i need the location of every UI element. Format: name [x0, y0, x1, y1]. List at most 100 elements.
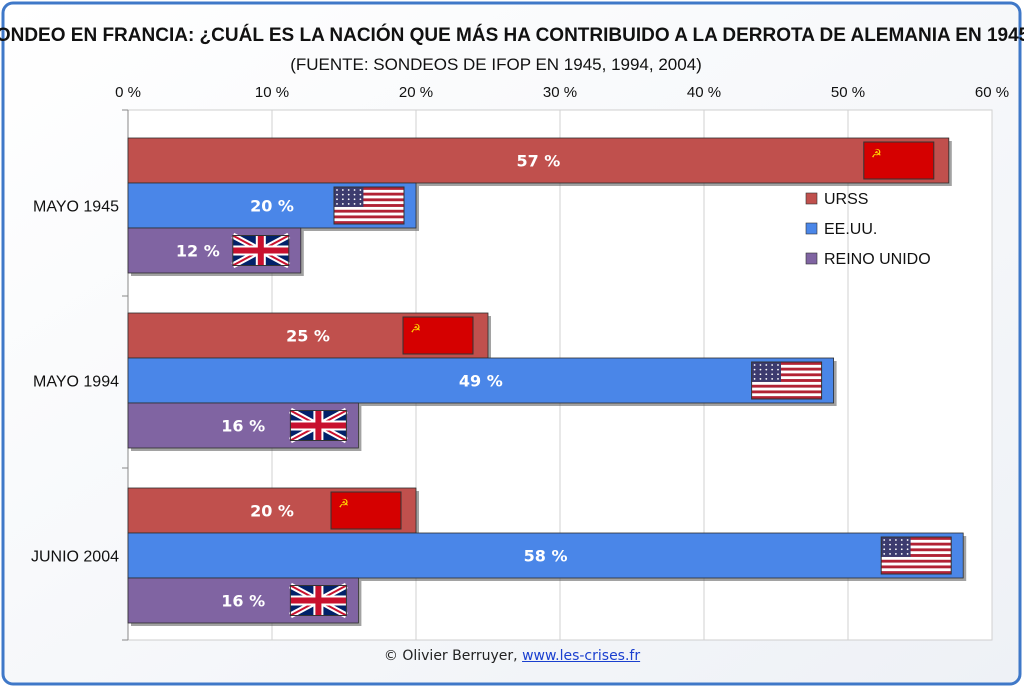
usa-flag-border — [880, 536, 952, 575]
usa-flag-stripe — [334, 206, 404, 211]
usa-flag-stripe — [881, 548, 952, 552]
uk-flag-icon — [231, 232, 291, 269]
usa-flag-star — [777, 373, 779, 376]
usa-flag-star — [889, 539, 891, 541]
data-label: 49 % — [459, 372, 503, 391]
usa-flag-stripe — [334, 201, 404, 205]
usa-flag-star — [753, 364, 756, 366]
usa-flag-star — [900, 553, 903, 555]
usa-flag-star — [771, 364, 774, 366]
usa-flag-star — [347, 198, 350, 201]
usa-flag-star — [341, 193, 344, 196]
usa-flag-stripe — [751, 384, 822, 388]
usa-flag-stripe — [751, 393, 822, 397]
hammer-sickle-icon: ☭ — [338, 497, 349, 511]
usa-flag-star — [895, 539, 897, 541]
usa-flag-stripe — [751, 379, 822, 383]
data-label: 25 % — [286, 327, 330, 346]
usa-flag-star — [336, 203, 338, 205]
usa-flag-star — [765, 378, 768, 380]
usa-flag-border — [333, 186, 405, 225]
usa-flag-star — [883, 543, 886, 546]
usa-flag-star — [753, 373, 756, 376]
usa-flag-star — [900, 548, 903, 551]
usa-flag-stripe — [881, 539, 952, 543]
usa-flag-stripe — [751, 373, 822, 377]
usa-flag-star — [895, 543, 897, 546]
ussr-flag-field — [402, 316, 474, 355]
legend-label: EE.UU. — [824, 221, 877, 238]
usa-flag-stripe — [751, 364, 822, 368]
usa-flag-star — [883, 539, 886, 541]
usa-flag-stripe — [881, 556, 952, 561]
bar-ee-uu- — [127, 357, 834, 404]
usa-flag-star — [353, 189, 356, 191]
usa-flag-star — [906, 543, 909, 546]
ussr-flag-field — [863, 141, 935, 180]
category-label: JUNIO 2004 — [31, 549, 119, 566]
bar-ee-uu- — [127, 532, 964, 579]
ussr-flag-field — [330, 491, 402, 530]
usa-flag-star — [889, 548, 891, 551]
usa-flag-stripe — [751, 390, 822, 394]
category-label: MAYO 1994 — [33, 374, 119, 391]
usa-flag-canton — [751, 362, 781, 382]
legend-label: URSS — [824, 191, 868, 208]
usa-flag-stripe — [881, 568, 952, 572]
usa-flag-star — [889, 553, 891, 555]
usa-flag-stripe — [334, 189, 404, 193]
usa-flag-star — [771, 373, 774, 376]
uk-flag-icon — [288, 582, 348, 619]
usa-flag-canton — [881, 537, 911, 557]
usa-flag-stripe — [334, 215, 404, 219]
usa-flag-border — [751, 361, 823, 400]
x-tick-label: 0 % — [115, 84, 141, 101]
usa-flag-star — [353, 198, 356, 201]
chart-subtitle: (FUENTE: SONDEOS DE IFOP EN 1945, 1994, … — [290, 55, 702, 74]
usa-flag-stripe — [881, 571, 952, 575]
x-tick-label: 30 % — [543, 84, 577, 101]
usa-flag-star — [336, 193, 338, 196]
usa-flag-star — [353, 193, 356, 196]
data-label: 12 % — [176, 242, 220, 261]
hammer-sickle-icon: ☭ — [871, 147, 882, 161]
usa-flag-stripe — [334, 221, 404, 225]
usa-flag-icon — [751, 361, 823, 400]
usa-flag-stripe — [751, 381, 822, 386]
usa-flag-stripe — [751, 362, 822, 366]
usa-flag-star — [883, 548, 886, 551]
usa-flag-stripe — [334, 198, 404, 202]
ussr-flag-icon: ☭ — [330, 491, 402, 530]
uk-flag-cross-red — [290, 422, 347, 429]
usa-flag-star — [359, 189, 362, 191]
usa-flag-star — [347, 203, 350, 205]
uk-flag-cross-red — [232, 247, 289, 254]
data-label: 20 % — [250, 197, 294, 216]
usa-flag-stripe — [751, 370, 822, 374]
usa-flag-star — [353, 203, 356, 205]
usa-flag-stripe — [881, 554, 952, 558]
usa-flag-star — [771, 378, 774, 380]
legend-swatch — [805, 252, 818, 265]
usa-flag-star — [906, 553, 909, 555]
data-label: 20 % — [250, 502, 294, 521]
uk-flag-border — [232, 235, 290, 266]
usa-flag-star — [895, 548, 897, 551]
usa-flag-star — [759, 373, 762, 376]
data-label: 58 % — [524, 547, 568, 566]
usa-flag-star — [900, 539, 903, 541]
usa-flag-stripe — [334, 218, 404, 222]
data-label: 16 % — [221, 417, 265, 436]
usa-flag-star — [336, 198, 338, 201]
usa-flag-star — [359, 193, 362, 196]
usa-flag-star — [336, 189, 338, 191]
legend-swatch — [805, 192, 818, 205]
usa-flag-star — [777, 364, 779, 366]
usa-flag-star — [359, 203, 362, 205]
usa-flag-star — [759, 368, 762, 371]
usa-flag-star — [889, 543, 891, 546]
footer-link[interactable]: www.les-crises.fr — [522, 648, 641, 664]
uk-flag-icon — [288, 407, 348, 444]
legend-swatch — [805, 222, 818, 235]
uk-flag-border — [289, 585, 347, 616]
